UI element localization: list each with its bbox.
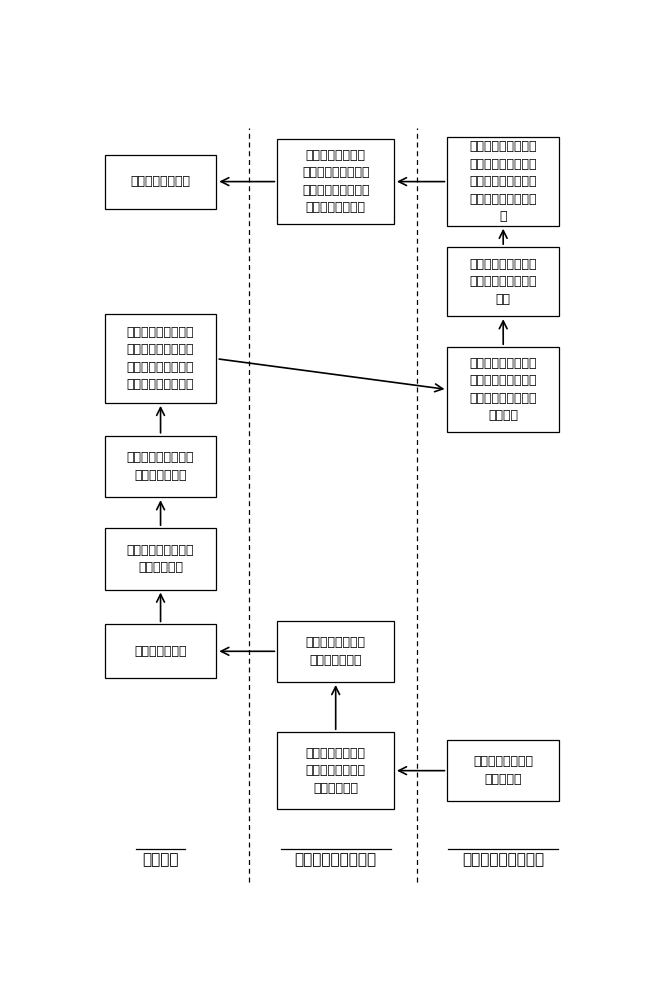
Text: 接收到智能终端发来
的加密信息包，并解
密出标识信息和用户
标识信息: 接收到智能终端发来 的加密信息包，并解 密出标识信息和用户 标识信息 <box>470 357 537 422</box>
Text: 反馈信息采集服务器: 反馈信息采集服务器 <box>462 852 544 867</box>
Bar <box>105 436 216 497</box>
Text: 智能终端: 智能终端 <box>142 852 179 867</box>
Text: 将检测到的音频信号
解调为标识信息: 将检测到的音频信号 解调为标识信息 <box>127 451 195 482</box>
Bar <box>277 139 394 224</box>
Bar <box>105 155 216 209</box>
Bar <box>105 624 216 678</box>
Text: 收到个性化的内容: 收到个性化的内容 <box>130 175 191 188</box>
Text: 根据标识信息比对分
析出用户收视的节目
内容: 根据标识信息比对分 析出用户收视的节目 内容 <box>470 258 537 306</box>
Bar <box>447 137 559 226</box>
Text: 自动检测嵌有标识信
息的音频信号: 自动检测嵌有标识信 息的音频信号 <box>127 544 195 574</box>
Bar <box>277 732 394 809</box>
Bar <box>277 620 394 682</box>
Text: 将嵌有标识信息的
音频合成到音视频
节目的伴音中: 将嵌有标识信息的 音频合成到音视频 节目的伴音中 <box>306 747 365 795</box>
Bar <box>105 314 216 403</box>
Text: 生成嵌有标识信息
的音频信号: 生成嵌有标识信息 的音频信号 <box>473 755 533 786</box>
Text: 将标识信息和智能终
端上的用户标识信息
打包并加密，发送到
反馈信息采集服务器: 将标识信息和智能终 端上的用户标识信息 打包并加密，发送到 反馈信息采集服务器 <box>127 326 195 391</box>
Bar <box>105 528 216 590</box>
Bar <box>447 740 559 801</box>
Bar <box>447 247 559 316</box>
Text: 节目内容信息和用户
标识信息存储并进行
分析，将分析结果发
给音视频内容的提供
方: 节目内容信息和用户 标识信息存储并进行 分析，将分析结果发 给音视频内容的提供 … <box>470 140 537 223</box>
Text: 音视频内容的提供方: 音视频内容的提供方 <box>295 852 377 867</box>
Text: 播放音视频节目: 播放音视频节目 <box>134 645 187 658</box>
Text: 将音视频节目发送
到智能终端播放: 将音视频节目发送 到智能终端播放 <box>306 636 365 667</box>
Text: 根据反馈及时调整
节目内容，提高节目
播出质量。并向观众
提供个性化的服务: 根据反馈及时调整 节目内容，提高节目 播出质量。并向观众 提供个性化的服务 <box>302 149 369 214</box>
Bar <box>447 347 559 432</box>
